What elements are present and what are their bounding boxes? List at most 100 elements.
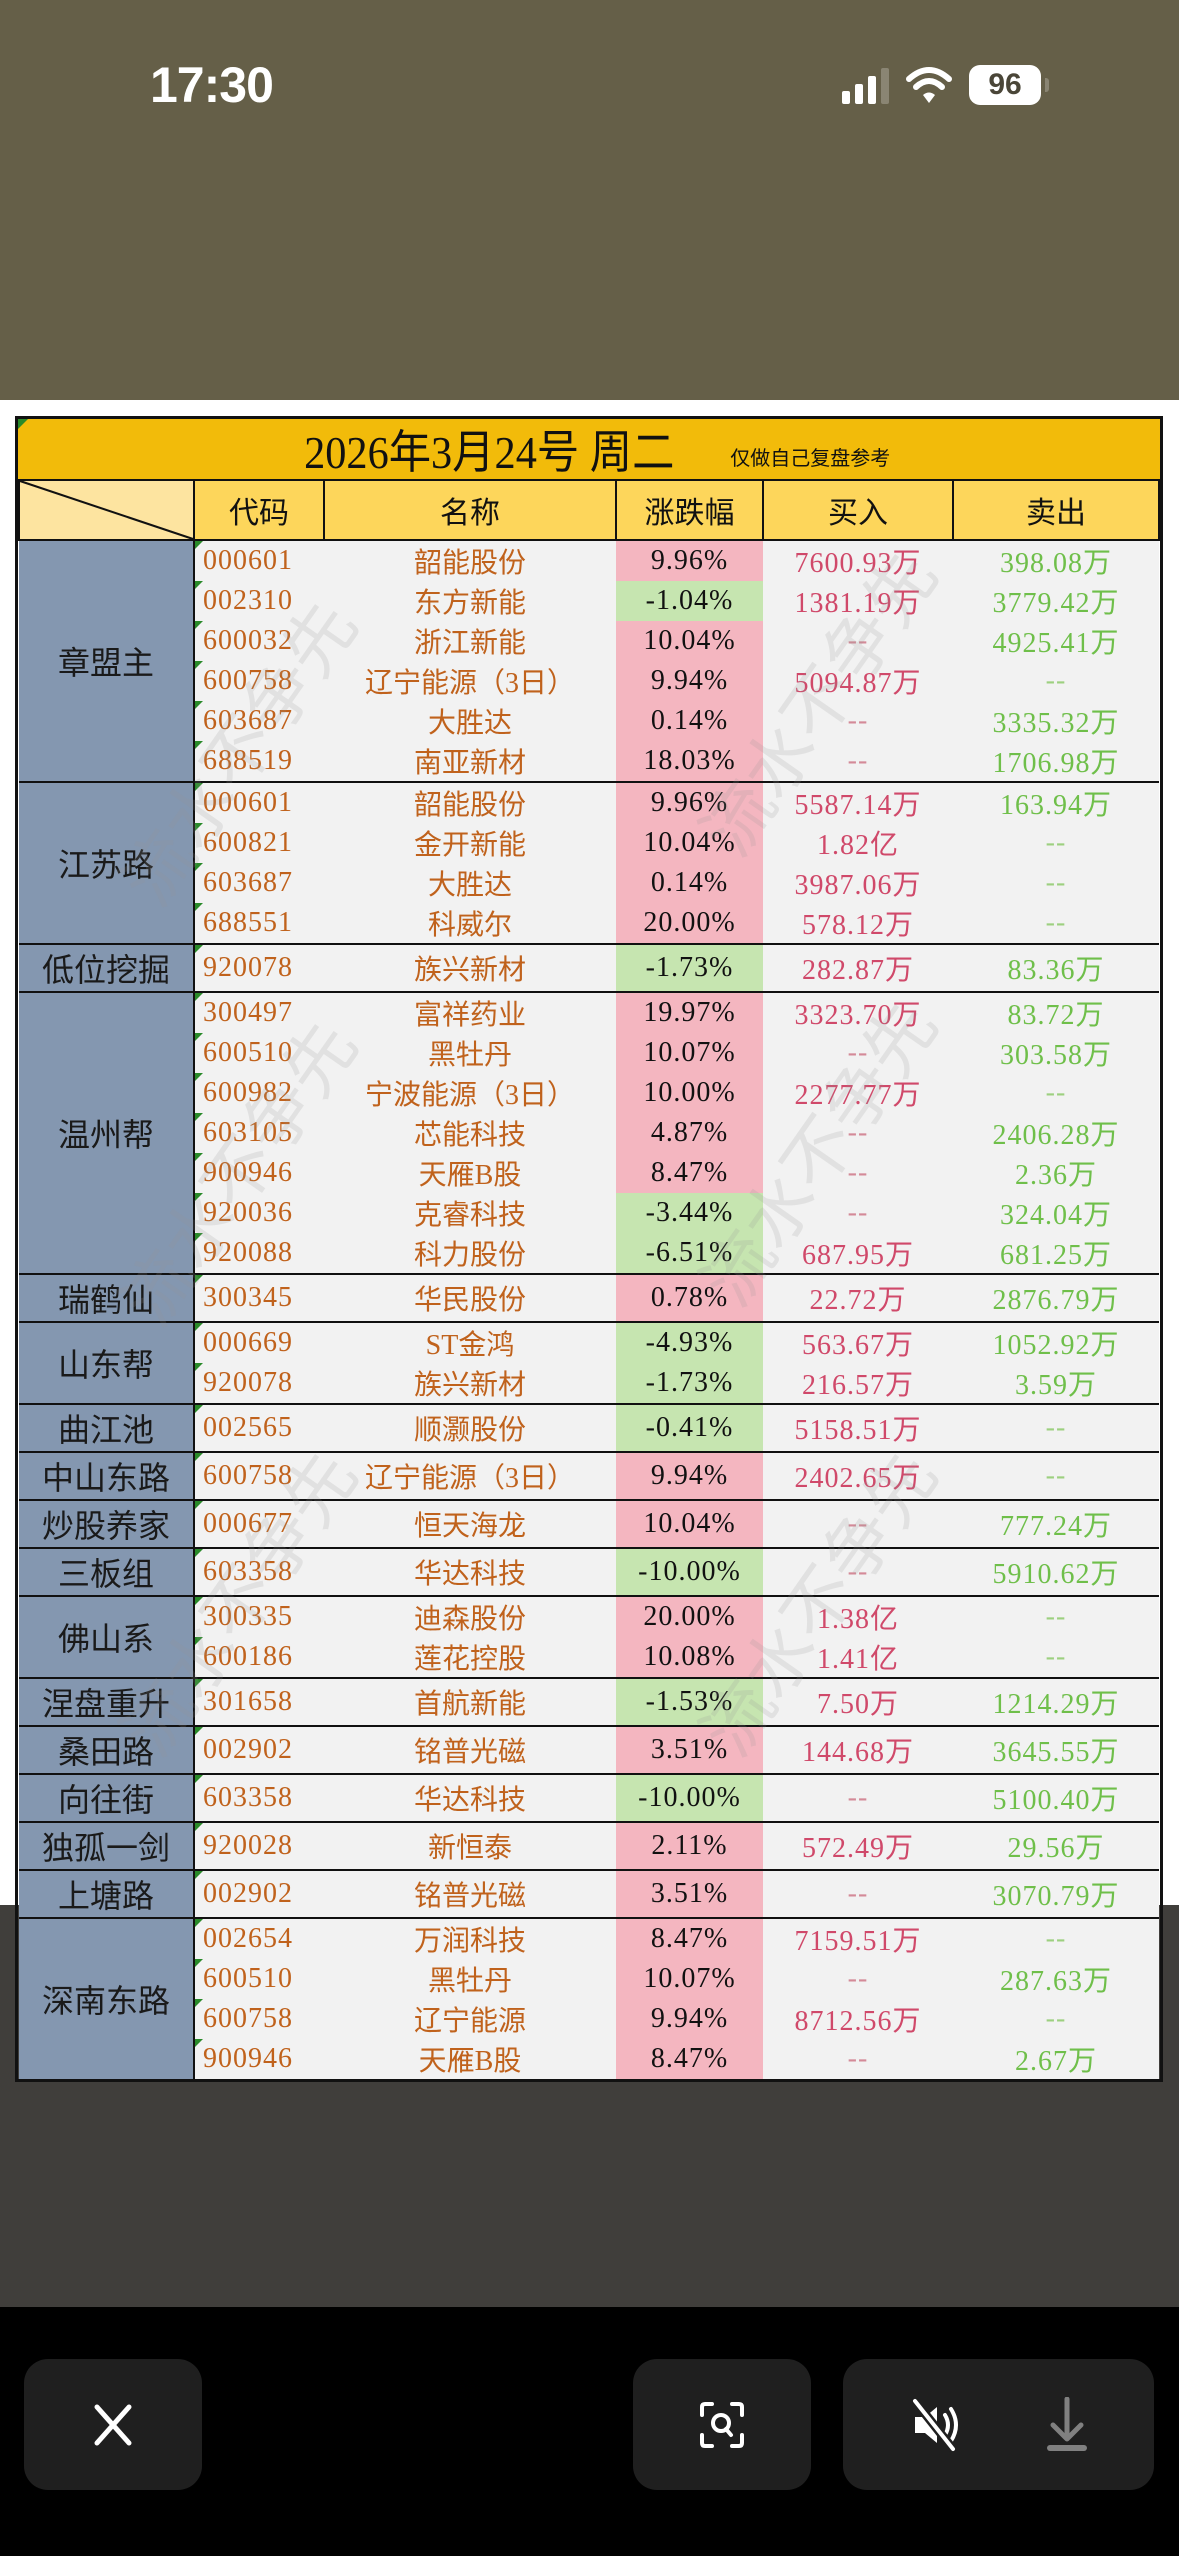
sell-amount: 2406.28万 (953, 1113, 1159, 1153)
stock-name: 万润科技 (324, 1917, 616, 1959)
sell-amount: 163.94万 (953, 781, 1159, 823)
stock-name: 宁波能源（3日） (324, 1073, 616, 1113)
table-row: 向往街 603358 华达科技 -10.00% -- 5100.40万 (19, 1773, 1159, 1822)
stock-code: 900946 (194, 2039, 324, 2079)
group-name: 桑田路 (19, 1725, 195, 1774)
table-row: 600821 金开新能 10.04% 1.82亿 -- (19, 823, 1159, 863)
stock-name: 金开新能 (324, 823, 616, 863)
download-icon[interactable] (1043, 2396, 1091, 2453)
change-percent: 10.07% (616, 1959, 763, 1999)
buy-amount: -- (763, 701, 953, 741)
stock-code: 900946 (194, 1153, 324, 1193)
stock-code: 000677 (194, 1499, 324, 1548)
group-name: 低位挖掘 (19, 943, 195, 992)
stock-code: 600510 (194, 1033, 324, 1073)
buy-amount: 5158.51万 (763, 1403, 953, 1452)
stock-code: 600758 (194, 661, 324, 701)
stock-code: 000669 (194, 1321, 324, 1363)
buy-amount: 282.87万 (763, 943, 953, 992)
buy-amount: 216.57万 (763, 1363, 953, 1404)
group-name: 佛山系 (19, 1595, 195, 1678)
group-name: 上塘路 (19, 1869, 195, 1918)
group-name: 温州帮 (19, 991, 195, 1274)
table-row: 深南东路 002654 万润科技 8.47% 7159.51万 -- (19, 1917, 1159, 2079)
sell-amount: 1052.92万 (953, 1321, 1159, 1363)
sell-amount: -- (953, 1917, 1159, 1959)
speaker-muted-icon[interactable] (907, 2397, 963, 2453)
change-percent: 3.51% (616, 1725, 763, 1774)
sell-amount: 2.36万 (953, 1153, 1159, 1193)
change-percent: 9.94% (616, 1999, 763, 2039)
table-row: 三板组 603358 华达科技 -10.00% -- 5910.62万 (19, 1547, 1159, 1596)
stock-code: 603358 (194, 1773, 324, 1822)
stock-name: 铭普光磁 (324, 1725, 616, 1774)
change-percent: -3.44% (616, 1193, 763, 1233)
table-title: 2026年3月24号 周二 (303, 427, 675, 478)
sell-amount: -- (953, 863, 1159, 903)
table-row: 600982 宁波能源（3日） 10.00% 2277.77万 -- (19, 1073, 1159, 1113)
stock-code: 002654 (194, 1917, 324, 1959)
sell-amount: 3335.32万 (953, 701, 1159, 741)
sell-amount: 2.67万 (953, 2039, 1159, 2079)
table-row: 603687 大胜达 0.14% -- 3335.32万 (19, 701, 1159, 741)
stock-code: 002565 (194, 1403, 324, 1452)
stock-name: 恒天海龙 (324, 1499, 616, 1548)
stock-name: 芯能科技 (324, 1113, 616, 1153)
buy-amount: -- (763, 1193, 953, 1233)
table-row: 炒股养家 000677 恒天海龙 10.04% -- 777.24万 (19, 1499, 1159, 1548)
table-row: 江苏路 000601 韶能股份 9.96% 5587.14万 163.94万 (19, 781, 1159, 944)
cellular-signal-icon (842, 66, 889, 104)
table-title-row: 2026年3月24号 周二 仅做自己复盘参考 (18, 419, 1160, 481)
sell-amount: 1214.29万 (953, 1677, 1159, 1726)
stock-code: 920036 (194, 1193, 324, 1233)
table-row: 900946 天雁B股 8.47% -- 2.36万 (19, 1153, 1159, 1193)
group-name: 江苏路 (19, 781, 195, 944)
change-percent: 20.00% (616, 903, 763, 944)
change-percent: 3.51% (616, 1869, 763, 1918)
header-diagonal-cell (18, 481, 195, 541)
sell-amount: 777.24万 (953, 1499, 1159, 1548)
stock-name: ST金鸿 (324, 1321, 616, 1363)
sell-amount: 3070.79万 (953, 1869, 1159, 1918)
change-percent: -1.53% (616, 1677, 763, 1726)
buy-amount: -- (763, 1033, 953, 1073)
change-percent: 10.04% (616, 1499, 763, 1548)
stock-name: 东方新能 (324, 581, 616, 621)
buy-amount: 5587.14万 (763, 781, 953, 823)
change-percent: 10.00% (616, 1073, 763, 1113)
stock-name: 铭普光磁 (324, 1869, 616, 1918)
table-row: 佛山系 300335 迪森股份 20.00% 1.38亿 -- (19, 1595, 1159, 1678)
buy-amount: 1381.19万 (763, 581, 953, 621)
table-row: 603105 芯能科技 4.87% -- 2406.28万 (19, 1113, 1159, 1153)
buy-amount: 7.50万 (763, 1677, 953, 1726)
change-percent: 18.03% (616, 741, 763, 782)
stock-code: 688519 (194, 741, 324, 782)
buy-amount: 3323.70万 (763, 991, 953, 1033)
buy-amount: 2402.65万 (763, 1451, 953, 1500)
table-row: 上塘路 002902 铭普光磁 3.51% -- 3070.79万 (19, 1869, 1159, 1918)
stock-name: 天雁B股 (324, 1153, 616, 1193)
visual-lookup-button[interactable] (633, 2359, 811, 2490)
status-indicators: 96 (842, 62, 1049, 108)
sell-amount: -- (953, 1403, 1159, 1452)
sell-amount: -- (953, 1595, 1159, 1637)
stock-code: 000601 (194, 781, 324, 823)
close-button[interactable] (24, 2359, 202, 2490)
change-percent: 20.00% (616, 1595, 763, 1637)
table-row: 章盟主 000601 韶能股份 9.96% 7600.93万 398.08万 (19, 539, 1159, 782)
sell-amount: 2876.79万 (953, 1273, 1159, 1322)
change-percent: 4.87% (616, 1113, 763, 1153)
buy-amount: 3987.06万 (763, 863, 953, 903)
group-name: 向往街 (19, 1773, 195, 1822)
table-row: 涅盘重升 301658 首航新能 -1.53% 7.50万 1214.29万 (19, 1677, 1159, 1726)
sell-amount: -- (953, 1999, 1159, 2039)
sell-amount: -- (953, 661, 1159, 701)
table-row: 002310 东方新能 -1.04% 1381.19万 3779.42万 (19, 581, 1159, 621)
stock-name: 大胜达 (324, 701, 616, 741)
table-row: 桑田路 002902 铭普光磁 3.51% 144.68万 3645.55万 (19, 1725, 1159, 1774)
buy-amount: -- (763, 1773, 953, 1822)
table-row: 山东帮 000669 ST金鸿 -4.93% 563.67万 1052.92万 (19, 1321, 1159, 1404)
change-percent: -4.93% (616, 1321, 763, 1363)
stock-code: 000601 (194, 539, 324, 581)
sell-amount: 3779.42万 (953, 581, 1159, 621)
